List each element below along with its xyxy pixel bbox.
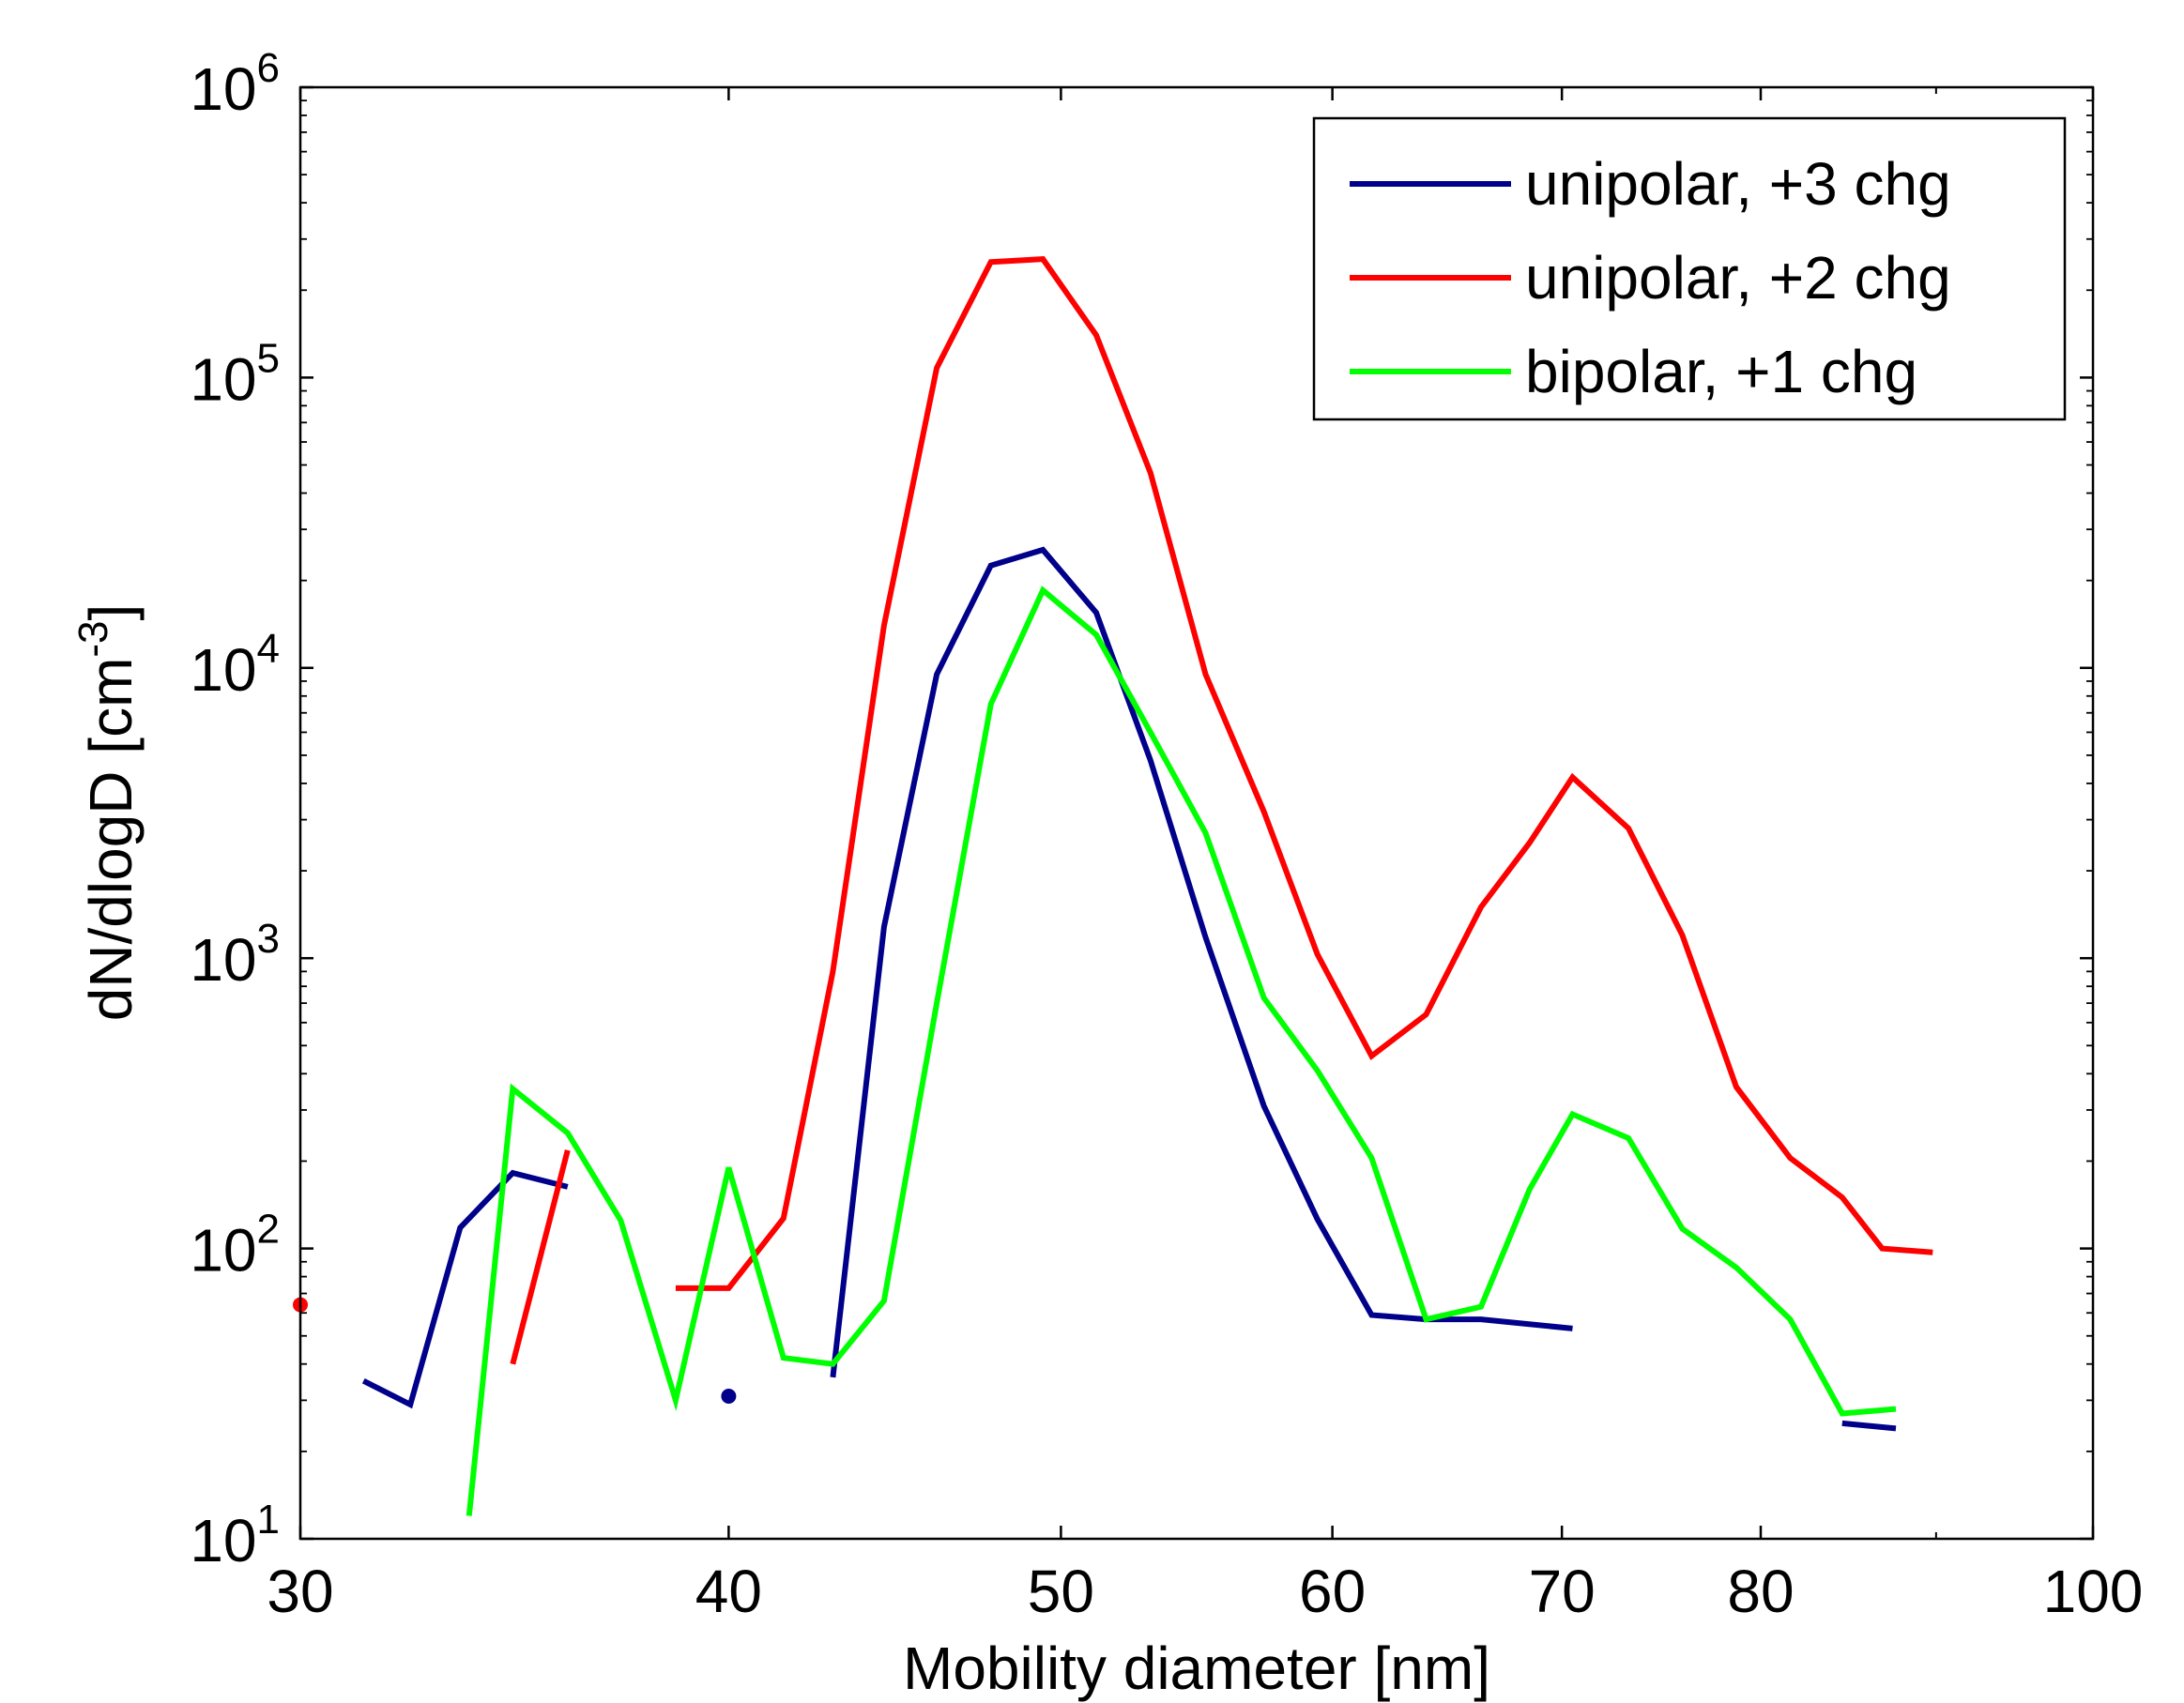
y-axis-title-close: ] bbox=[77, 604, 145, 621]
series-point bbox=[721, 1388, 737, 1404]
y-axis-title-main: dN/dlogD [cm bbox=[77, 658, 145, 1022]
legend-label: unipolar, +2 chg bbox=[1525, 244, 1951, 312]
legend-label: unipolar, +3 chg bbox=[1525, 150, 1951, 218]
legend-label: bipolar, +1 chg bbox=[1525, 338, 1917, 405]
y-tick-label: 104 bbox=[190, 626, 280, 704]
x-axis-title: Mobility diameter [nm] bbox=[903, 1635, 1490, 1702]
plot-frame bbox=[298, 85, 2095, 1541]
series-line bbox=[510, 1149, 571, 1365]
series-line bbox=[361, 1169, 569, 1409]
y-axis-title: dN/dlogD [cm-3] bbox=[70, 604, 145, 1022]
x-tick-label: 50 bbox=[1028, 1558, 1094, 1625]
y-tick-label: 103 bbox=[190, 916, 280, 994]
y-tick-label: 102 bbox=[190, 1207, 280, 1285]
series-line bbox=[675, 256, 1933, 1291]
tick-labels: 30 40 50 60 70 80 100 101 102 103 104 105 106 bbox=[190, 45, 2143, 1625]
series-line bbox=[830, 546, 1573, 1378]
y-tick-label: 105 bbox=[190, 335, 280, 413]
y-axis-title-superscript: -3 bbox=[70, 620, 116, 657]
series-line bbox=[1841, 1420, 1897, 1432]
x-tick-label: 100 bbox=[2043, 1558, 2144, 1625]
y-tick-label: 101 bbox=[190, 1497, 280, 1574]
x-tick-label: 70 bbox=[1529, 1558, 1596, 1625]
series-layer bbox=[293, 256, 1933, 1516]
series-unipolar-3-chg bbox=[361, 546, 1897, 1432]
series-bipolar-1-chg bbox=[466, 585, 1897, 1516]
x-tick-label: 80 bbox=[1727, 1558, 1794, 1625]
y-tick-label: 106 bbox=[190, 45, 280, 123]
legend: unipolar, +3 chg unipolar, +2 chg bipolar,… bbox=[1312, 116, 2067, 421]
x-tick-label: 60 bbox=[1299, 1558, 1366, 1625]
x-tick-label: 40 bbox=[695, 1558, 762, 1625]
x-tick-label: 30 bbox=[267, 1558, 333, 1625]
series-unipolar-2-chg bbox=[293, 256, 1933, 1365]
series-line bbox=[466, 585, 1897, 1516]
